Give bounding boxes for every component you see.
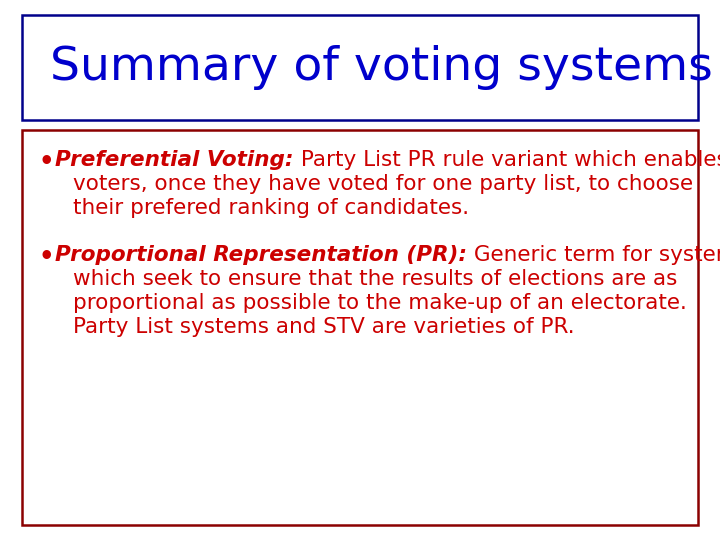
Text: their prefered ranking of candidates.: their prefered ranking of candidates. [73,198,469,218]
Text: Party List systems and STV are varieties of PR.: Party List systems and STV are varieties… [73,317,575,337]
Text: Preferential Voting:: Preferential Voting: [55,150,294,170]
Text: which seek to ensure that the results of elections are as: which seek to ensure that the results of… [73,269,678,289]
FancyBboxPatch shape [22,130,698,525]
Text: proportional as possible to the make-up of an electorate.: proportional as possible to the make-up … [73,293,687,313]
Text: voters, once they have voted for one party list, to choose: voters, once they have voted for one par… [73,174,693,194]
Text: •: • [38,150,53,174]
Text: Party List PR rule variant which enables: Party List PR rule variant which enables [294,150,720,170]
Text: Generic term for systems: Generic term for systems [467,245,720,265]
FancyBboxPatch shape [22,15,698,120]
Text: Summary of voting systems 8: Summary of voting systems 8 [50,45,720,91]
Text: •: • [38,245,53,269]
Text: Proportional Representation (PR):: Proportional Representation (PR): [55,245,467,265]
